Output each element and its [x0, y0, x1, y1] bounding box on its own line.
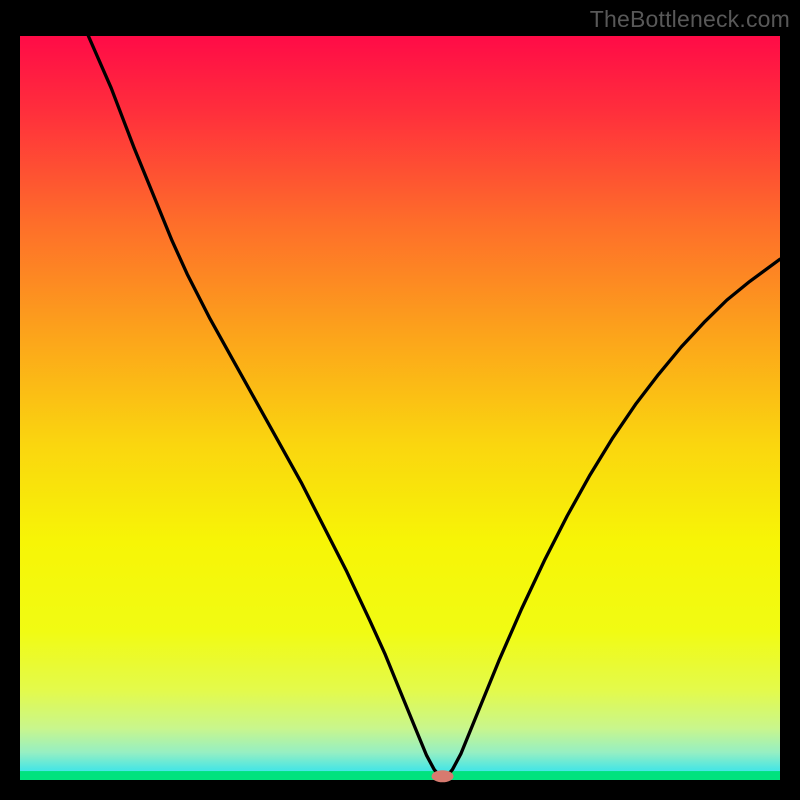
chart-green-band: [20, 771, 780, 780]
watermark-text: TheBottleneck.com: [590, 6, 790, 33]
bottleneck-chart: [0, 0, 800, 800]
optimal-point-marker: [432, 770, 454, 782]
chart-container: TheBottleneck.com: [0, 0, 800, 800]
